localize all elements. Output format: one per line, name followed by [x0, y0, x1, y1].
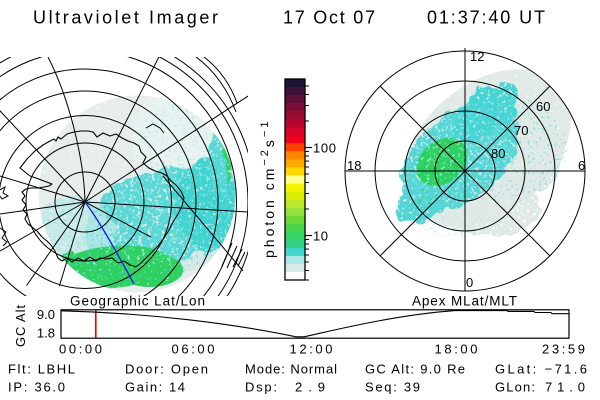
svg-text:Dsp:: Dsp: [245, 380, 277, 395]
svg-text:9.0: 9.0 [37, 307, 55, 322]
svg-text:100: 100 [313, 141, 336, 156]
svg-text:Geographic Lat/Lon: Geographic Lat/Lon [70, 294, 205, 309]
svg-text:Door: Open: Door: Open [125, 362, 208, 377]
svg-text:80: 80 [491, 146, 505, 161]
svg-text:10: 10 [313, 229, 328, 244]
svg-text:0: 0 [466, 275, 473, 290]
svg-text:1.8: 1.8 [37, 326, 55, 341]
svg-text:Ultraviolet Imager: Ultraviolet Imager [33, 8, 218, 28]
svg-text:Mode: Normal: Mode: Normal [245, 362, 337, 377]
svg-text:12:00: 12:00 [290, 342, 333, 357]
svg-text:Apex MLat/MLT: Apex MLat/MLT [412, 294, 517, 309]
svg-text:23:59: 23:59 [542, 342, 585, 357]
svg-text:71.0: 71.0 [545, 380, 585, 395]
svg-text:GLat: −71.6: GLat: −71.6 [495, 362, 587, 377]
svg-text:06:00: 06:00 [172, 342, 215, 357]
svg-text:18: 18 [347, 158, 361, 173]
svg-text:00:00: 00:00 [59, 342, 102, 357]
svg-text:18:00: 18:00 [435, 342, 478, 357]
svg-text:Seq: 39: Seq: 39 [365, 380, 420, 395]
svg-text:photon cm−2s−1: photon cm−2s−1 [259, 119, 277, 258]
svg-text:GC Alt: GC Alt [13, 305, 28, 347]
svg-text:17 Oct 07: 17 Oct 07 [283, 8, 375, 28]
svg-text:01:37:40 UT: 01:37:40 UT [427, 8, 545, 28]
svg-text:GC Alt: 9.0 Re: GC Alt: 9.0 Re [365, 362, 465, 377]
svg-text:Gain: 14: Gain: 14 [125, 380, 185, 395]
svg-text:IP: 36.0: IP: 36.0 [8, 380, 65, 395]
svg-text:GLon:: GLon: [495, 380, 535, 395]
svg-text:12: 12 [470, 49, 484, 64]
svg-text:Flt: LBHL: Flt: LBHL [8, 362, 75, 377]
svg-text:60: 60 [536, 99, 550, 114]
svg-text:70: 70 [514, 123, 528, 138]
svg-text:2.9: 2.9 [295, 380, 325, 395]
svg-text:6: 6 [578, 158, 585, 173]
